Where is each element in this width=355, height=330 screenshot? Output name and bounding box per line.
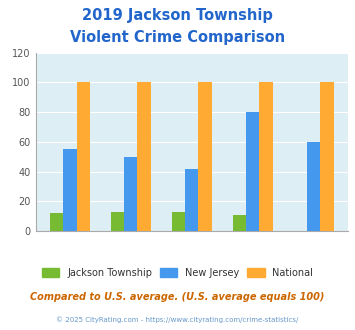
Bar <box>185 169 198 231</box>
Bar <box>198 82 212 231</box>
Text: © 2025 CityRating.com - https://www.cityrating.com/crime-statistics/: © 2025 CityRating.com - https://www.city… <box>56 317 299 323</box>
Bar <box>260 82 273 231</box>
Bar <box>320 82 334 231</box>
Text: Compared to U.S. average. (U.S. average equals 100): Compared to U.S. average. (U.S. average … <box>30 292 325 302</box>
Bar <box>171 212 185 231</box>
Bar <box>307 142 320 231</box>
Bar <box>63 149 77 231</box>
Bar <box>111 212 124 231</box>
Bar <box>246 112 260 231</box>
Bar <box>77 82 90 231</box>
Bar <box>233 214 246 231</box>
Bar <box>50 213 63 231</box>
Text: 2019 Jackson Township: 2019 Jackson Township <box>82 8 273 23</box>
Bar <box>137 82 151 231</box>
Bar <box>124 157 137 231</box>
Legend: Jackson Township, New Jersey, National: Jackson Township, New Jersey, National <box>38 264 317 282</box>
Text: Violent Crime Comparison: Violent Crime Comparison <box>70 30 285 45</box>
